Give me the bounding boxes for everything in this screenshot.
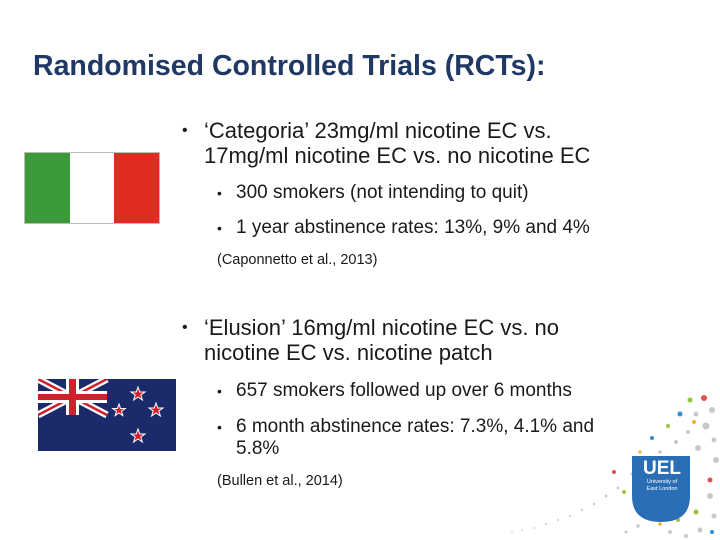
sub-bullet-text-line1: 6 month abstinence rates: 7.3%, 4.1% and (236, 416, 595, 437)
bullet-glyph: • (182, 122, 188, 139)
sub-bullet-text-line2: 5.8% (236, 438, 280, 459)
bullet-text-line1: ‘Categoria’ 23mg/ml nicotine EC vs. (204, 118, 552, 143)
sub-bullet-text: 1 year abstinence rates: 13%, 9% and 4% (236, 217, 590, 238)
sub-bullet-657-smokers: • 657 smokers followed up over 6 months (217, 380, 572, 402)
bullet-text-line1: ‘Elusion’ 16mg/ml nicotine EC vs. no (204, 315, 560, 340)
sub-bullet-text: 300 smokers (not intending to quit) (236, 182, 529, 203)
uel-logo-subtext-line2: East London (646, 486, 678, 492)
bullet-text-line2: nicotine EC vs. nicotine patch (204, 340, 493, 365)
bullet-elusion: • ‘Elusion’ 16mg/ml nicotine EC vs. no n… (182, 315, 560, 365)
slide-title: Randomised Controlled Trials (RCTs): (33, 50, 546, 82)
sub-bullet-glyph: • (217, 419, 222, 435)
bullet-categoria: • ‘Categoria’ 23mg/ml nicotine EC vs. 17… (182, 118, 591, 168)
uel-logo-text: UEL (643, 458, 681, 479)
sub-bullet-abstinence: • 1 year abstinence rates: 13%, 9% and 4… (217, 217, 590, 239)
sub-bullet-smokers: • 300 smokers (not intending to quit) (217, 182, 529, 204)
italy-flag-icon (24, 152, 160, 224)
sub-bullet-6-month-rates: • 6 month abstinence rates: 7.3%, 4.1% a… (217, 416, 595, 460)
uel-logo-subtext-line1: University of (646, 479, 678, 485)
new-zealand-flag-icon (38, 379, 176, 451)
bullet-text-line2: 17mg/ml nicotine EC vs. no nicotine EC (204, 143, 591, 168)
sub-bullet-glyph: • (217, 185, 222, 201)
citation-bullen: (Bullen et al., 2014) (217, 473, 343, 489)
citation-caponnetto: (Caponnetto et al., 2013) (217, 252, 378, 268)
sub-bullet-glyph: • (217, 220, 222, 236)
bullet-glyph: • (182, 319, 188, 336)
sub-bullet-text: 657 smokers followed up over 6 months (236, 380, 572, 401)
sub-bullet-glyph: • (217, 383, 222, 399)
uel-logo-icon (511, 395, 719, 538)
